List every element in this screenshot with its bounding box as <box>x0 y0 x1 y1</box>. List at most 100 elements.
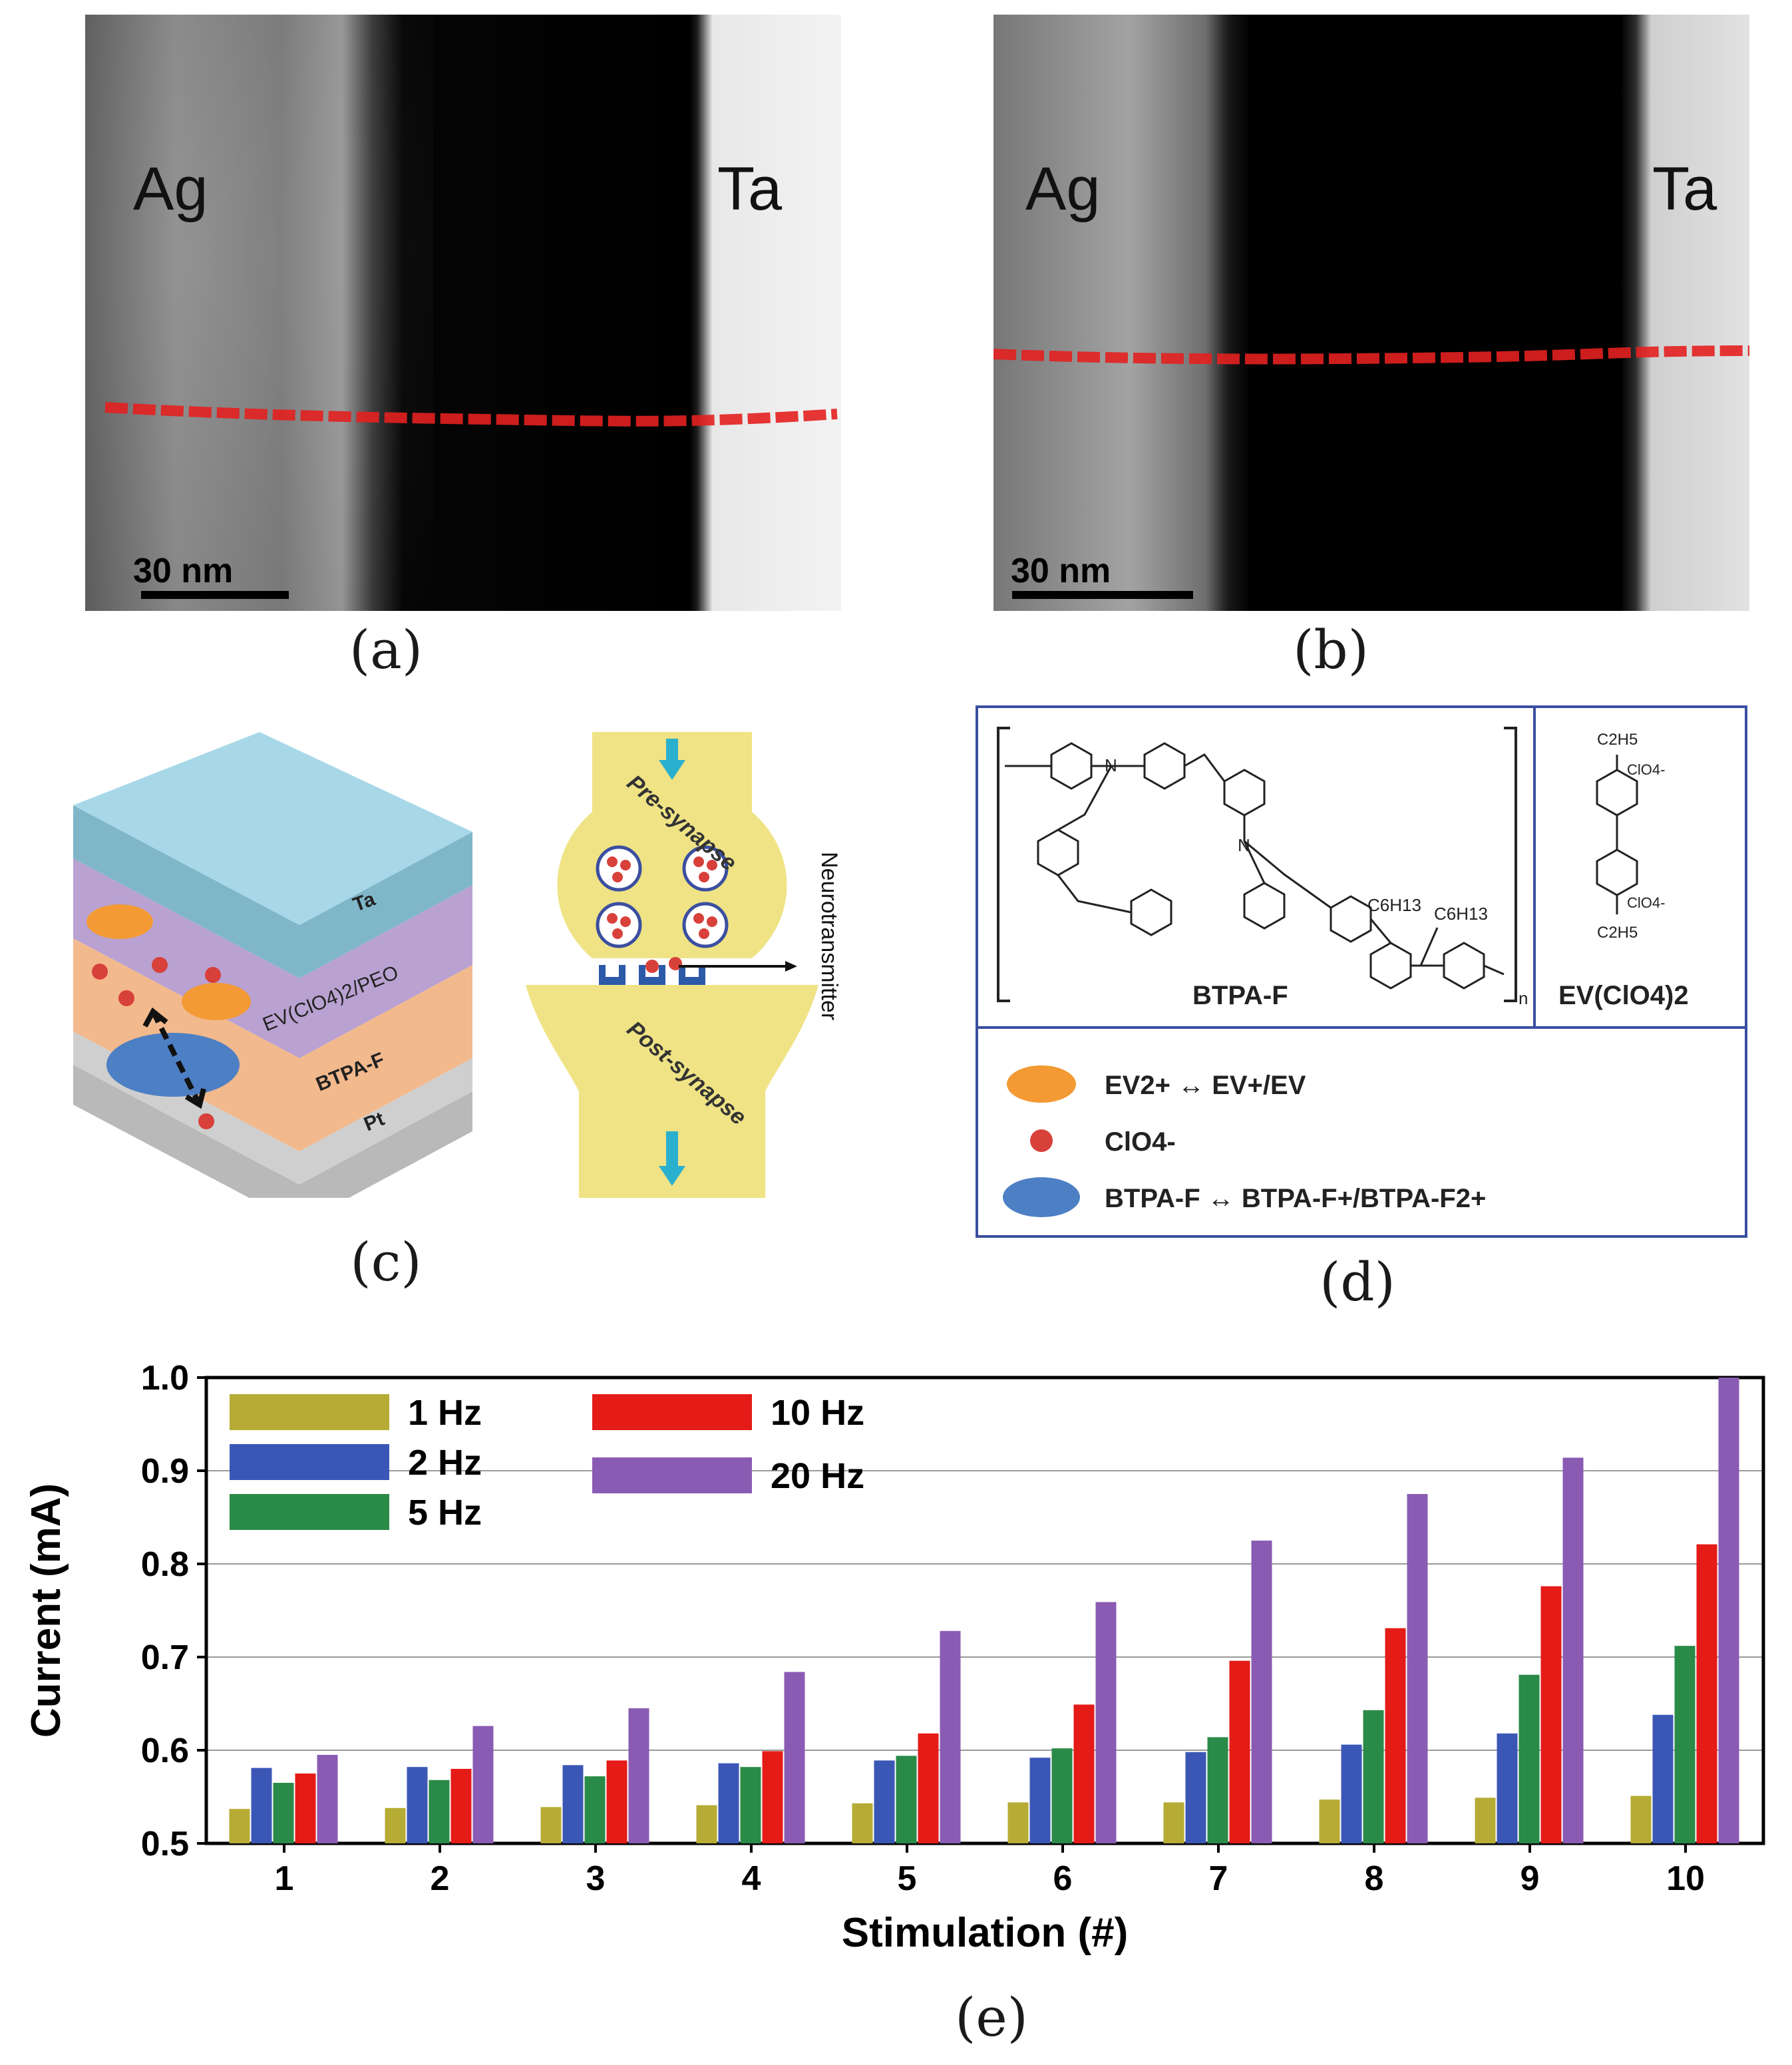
caption-e: (e) <box>955 1986 1028 2048</box>
micrograph-b: Ag Ta 30 nm <box>993 15 1749 611</box>
bar-1hz-8 <box>1319 1799 1340 1843</box>
x-tick-label: 4 <box>742 1859 761 1898</box>
salt-name: EV(ClO4)2 <box>1558 981 1689 1010</box>
bar-2hz-3 <box>562 1765 584 1843</box>
cube-top <box>73 732 472 925</box>
legend-swatch-10hz <box>592 1394 752 1430</box>
layer-btpa <box>73 938 472 1151</box>
bar-chart: 0.5 0.6 0.7 0.8 0.9 1.0 1 2 3 4 5 6 7 8 9 10 Stimulation… <box>23 1359 1765 1956</box>
n-atom: N <box>1238 835 1250 855</box>
bar-5hz-1 <box>273 1783 294 1843</box>
legend-swatch-1hz <box>230 1394 389 1430</box>
y-tick-label: 0.6 <box>141 1732 189 1770</box>
btpa-cloud-icon <box>106 1033 240 1097</box>
bar-1hz-10 <box>1630 1795 1652 1843</box>
bar-2hz-7 <box>1185 1752 1206 1843</box>
scale-bar-b <box>1012 591 1193 599</box>
polymer-name: BTPA-F <box>1192 981 1288 1010</box>
layer-ta <box>73 805 472 978</box>
legend-label-2hz: 2 Hz <box>408 1443 482 1483</box>
ev-cloud-icon <box>87 904 153 939</box>
vesicle-icon <box>682 902 729 948</box>
post-synapse-shape <box>526 985 818 1198</box>
line-profile-a <box>104 402 838 427</box>
bar-2hz-8 <box>1341 1744 1362 1843</box>
vesicle-icon <box>596 845 642 892</box>
alkyl-chain-1: C6H13 <box>1367 895 1421 915</box>
bar-5hz-3 <box>584 1776 606 1843</box>
layer-peo <box>73 858 472 1058</box>
bar-10hz-9 <box>1540 1586 1562 1843</box>
counterion-bottom: ClO4- <box>1627 894 1665 911</box>
device-schematic: Ta EV(ClO4)2/PEO BTPA-F Pt <box>73 732 472 1198</box>
repeat-n: n <box>1519 988 1528 1008</box>
legend-ev: EV2+ ↔ EV+/EV <box>1105 1071 1306 1100</box>
y-tick-label: 0.9 <box>141 1452 189 1491</box>
x-tick-label: 2 <box>431 1859 450 1898</box>
bar-10hz-8 <box>1385 1628 1406 1843</box>
plot-frame <box>204 1376 1765 1845</box>
y-axis-label: Current (mA) <box>23 1483 69 1738</box>
label-ta: Ta <box>1652 155 1717 223</box>
bar-5hz-7 <box>1207 1737 1228 1843</box>
caption-c: (c) <box>350 1231 422 1293</box>
neurotransmitter-label: Neurotransmitter <box>816 852 842 1020</box>
bar-5hz-9 <box>1519 1674 1540 1843</box>
legend-swatch-2hz <box>230 1444 389 1480</box>
bar-5hz-8 <box>1363 1710 1384 1843</box>
ev-structure <box>1596 755 1638 914</box>
bar-5hz-10 <box>1674 1646 1696 1843</box>
ev-cloud-icon <box>182 983 251 1020</box>
bar-20hz-2 <box>472 1726 494 1843</box>
y-tick-label: 0.7 <box>141 1638 189 1677</box>
receptor-icon <box>599 965 705 985</box>
alkyl-chain-2: C6H13 <box>1434 904 1488 924</box>
caption-a: (a) <box>349 619 423 681</box>
bar-1hz-7 <box>1163 1802 1184 1843</box>
bar-10hz-7 <box>1229 1660 1250 1843</box>
line-profile-b <box>993 345 1749 365</box>
bar-2hz-1 <box>251 1768 272 1843</box>
legend-clo4: ClO4- <box>1105 1127 1176 1157</box>
bar-5hz-5 <box>896 1756 917 1843</box>
bar-1hz-6 <box>1007 1802 1029 1843</box>
counterion-top: ClO4- <box>1627 761 1665 778</box>
bar-5hz-2 <box>429 1780 450 1843</box>
bar-1hz-2 <box>385 1807 406 1843</box>
synapse-schematic: Pre-synapse Post-synapse Neurotransmitte… <box>526 732 842 1198</box>
red-dot-icon <box>1030 1129 1053 1152</box>
bar-1hz-1 <box>229 1809 250 1843</box>
x-axis-label: Stimulation (#) <box>842 1910 1129 1956</box>
bar-20hz-1 <box>317 1755 338 1843</box>
x-tick-label: 3 <box>586 1859 606 1898</box>
x-tick-label: 10 <box>1666 1859 1705 1898</box>
n-atom: N <box>1105 755 1117 775</box>
ethyl-top: C2H5 <box>1597 731 1638 749</box>
bar-20hz-8 <box>1407 1494 1428 1843</box>
legend-swatch-5hz <box>230 1494 389 1530</box>
bar-10hz-3 <box>606 1760 627 1843</box>
bar-20hz-9 <box>1562 1457 1584 1843</box>
btpa-f-structure <box>1005 742 1505 990</box>
scale-bar-label-b: 30 nm <box>1011 552 1111 590</box>
bar-1hz-5 <box>852 1803 873 1843</box>
bar-1hz-9 <box>1475 1797 1496 1843</box>
y-tick-label: 0.8 <box>141 1545 189 1584</box>
legend-label-5hz: 5 Hz <box>408 1493 482 1533</box>
label-ag: Ag <box>133 155 208 223</box>
label-ag: Ag <box>1025 155 1101 223</box>
bar-10hz-6 <box>1073 1704 1095 1843</box>
bar-5hz-6 <box>1051 1748 1073 1843</box>
bar-20hz-10 <box>1718 1378 1739 1843</box>
bar-1hz-4 <box>696 1805 717 1843</box>
bar-10hz-2 <box>450 1769 472 1843</box>
blue-cloud-icon <box>1003 1177 1080 1217</box>
bar-2hz-9 <box>1497 1733 1518 1843</box>
y-tick-label: 1.0 <box>141 1359 189 1398</box>
legend-label-10hz: 10 Hz <box>771 1393 864 1433</box>
bar-2hz-6 <box>1029 1758 1051 1843</box>
bar-2hz-4 <box>718 1763 739 1843</box>
micrograph-a: Ag Ta 30 nm <box>85 15 841 611</box>
bar-10hz-10 <box>1696 1544 1717 1843</box>
bar-2hz-10 <box>1652 1714 1674 1843</box>
